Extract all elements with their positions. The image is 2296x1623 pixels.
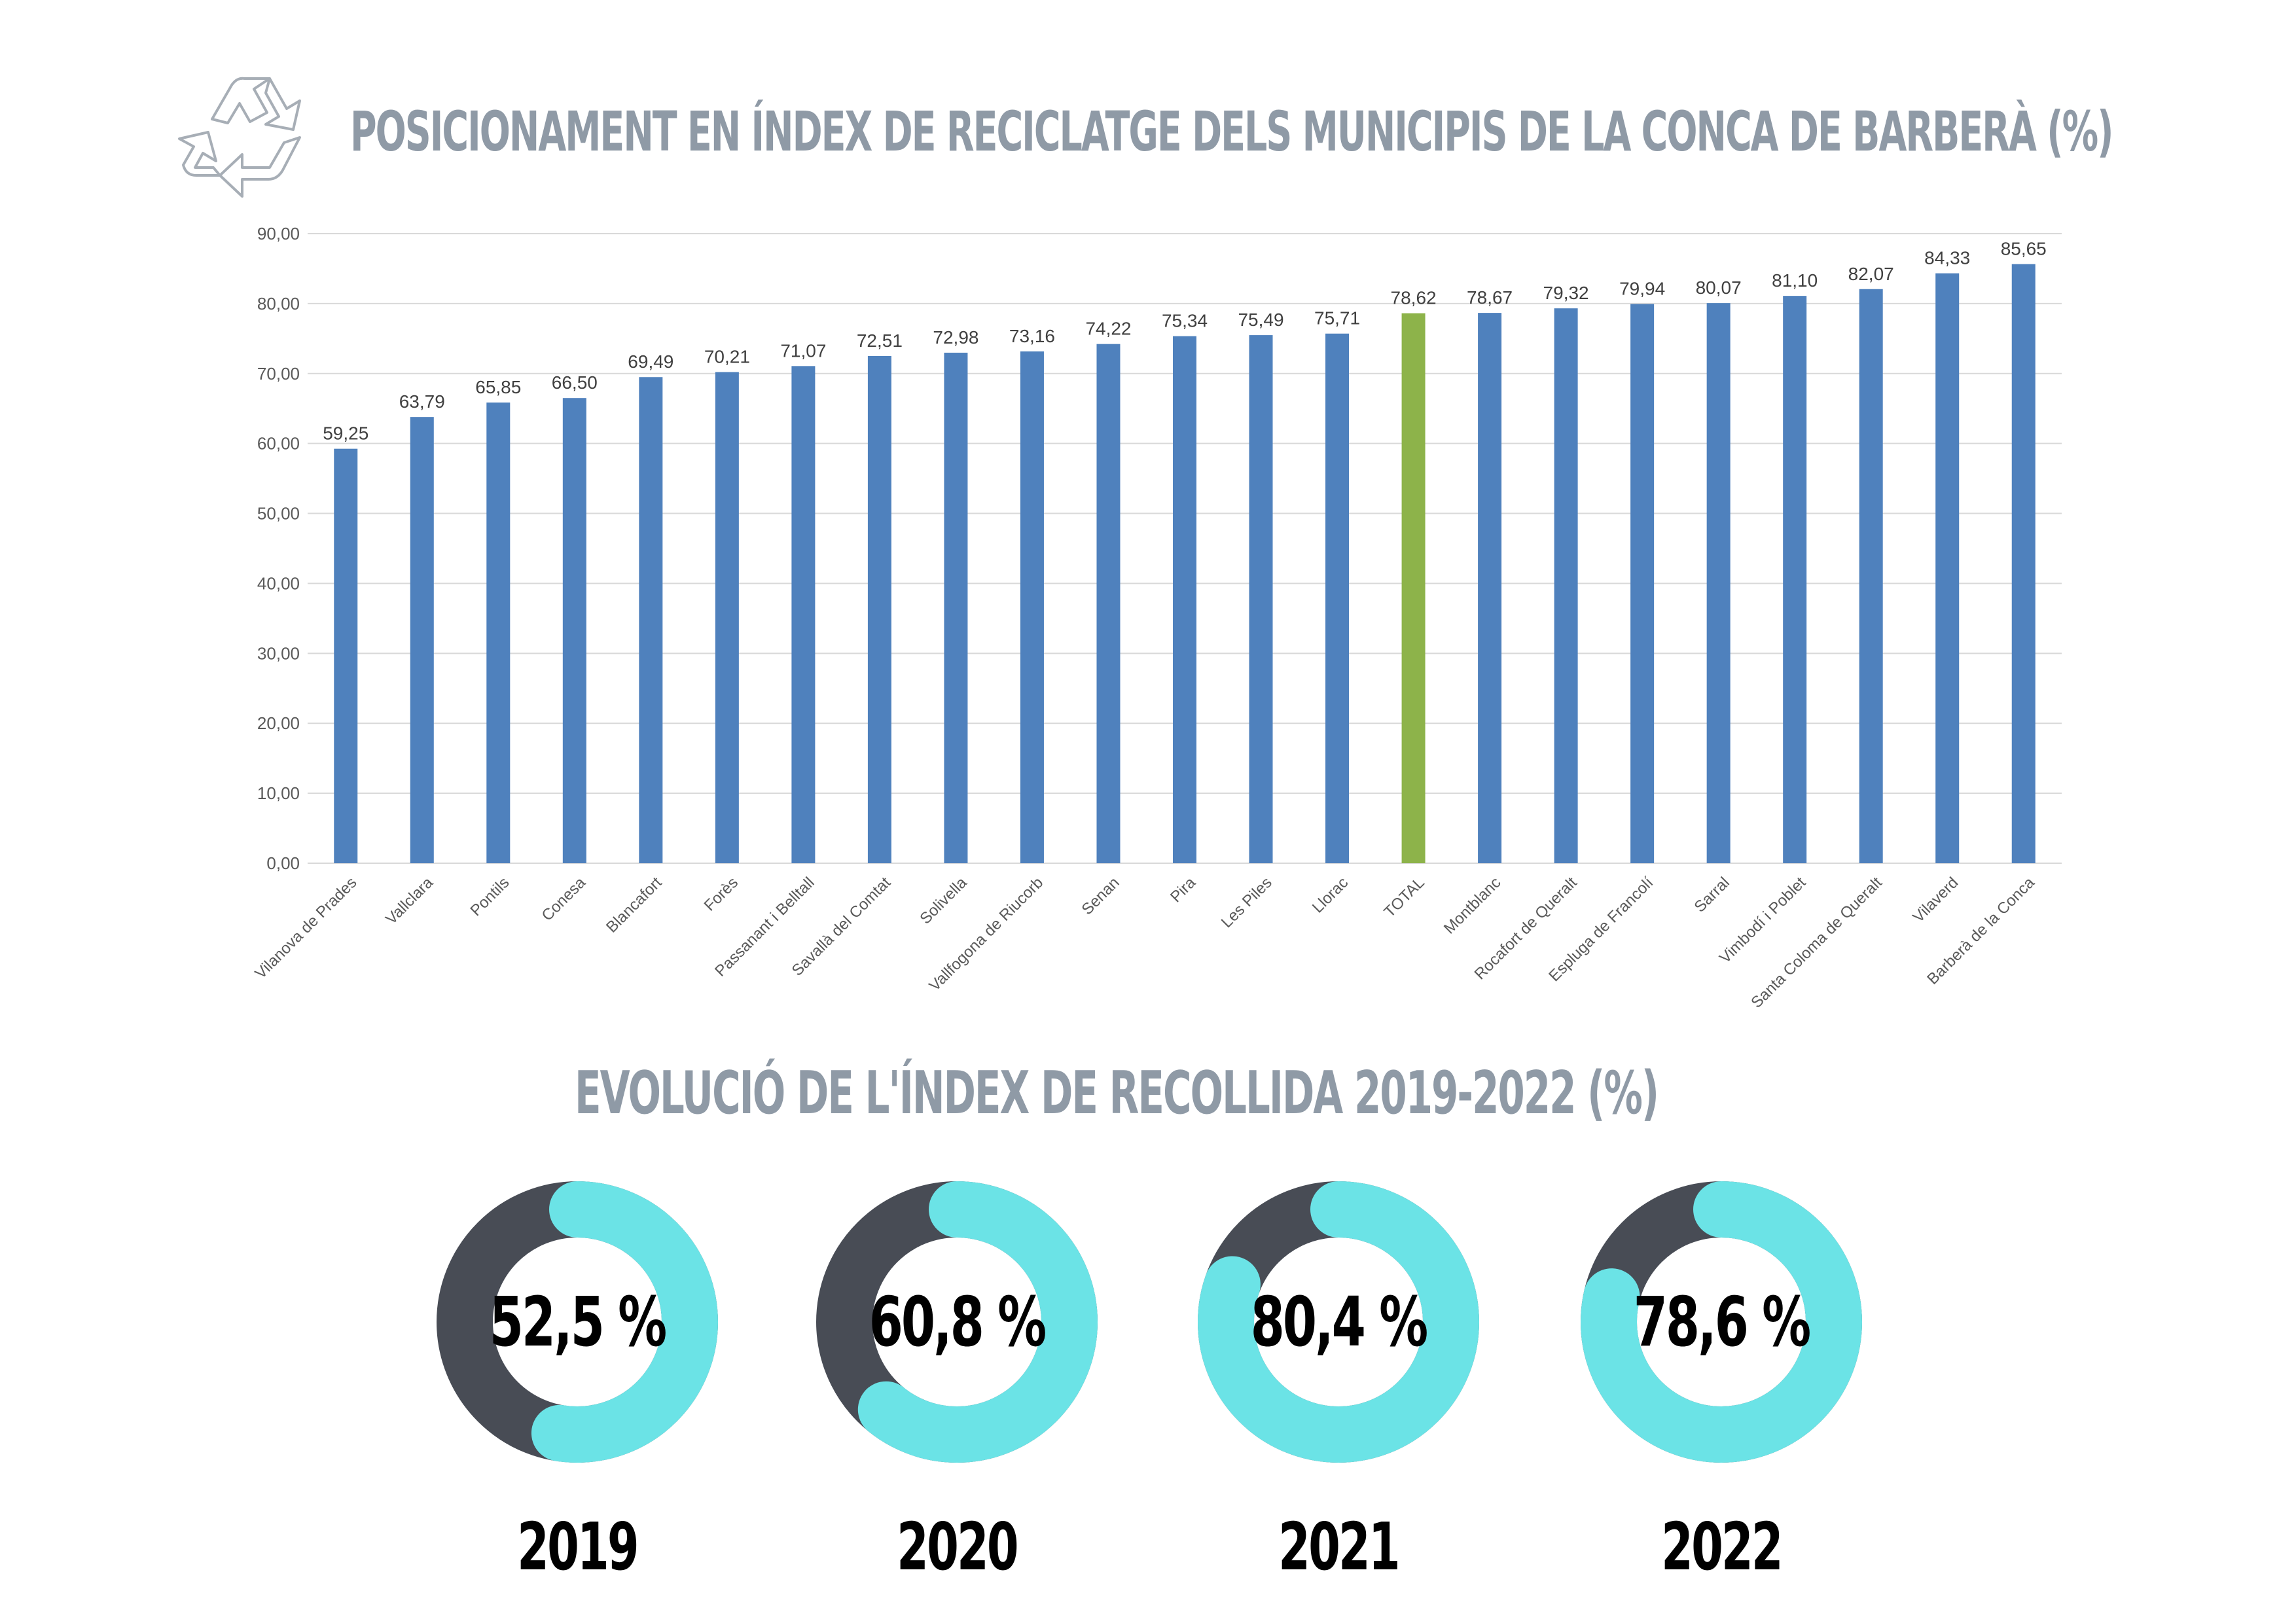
donut-value-arc [816,1181,1098,1463]
y-tick-label: 80,00 [257,294,300,313]
y-tick-label: 70,00 [257,364,300,383]
y-tick-label: 20,00 [257,713,300,733]
bar-value-label: 66,50 [552,372,598,393]
bar-value-label: 74,22 [1085,319,1131,339]
donut-value-arc [1581,1181,1862,1463]
bar [1249,335,1273,863]
bar-value-label: 65,85 [475,377,521,397]
bar [1554,308,1578,863]
bar [639,377,663,863]
y-tick-label: 10,00 [257,783,300,803]
x-category-label: Vilaverd [1909,874,1962,926]
donut-year-label: 2020 [897,1508,1018,1585]
bar-total [1401,313,1426,864]
x-category-label: Conesa [538,874,589,925]
x-category-label: Pontils [467,874,513,919]
bar [562,398,586,863]
x-category-label: Blancafort [603,874,666,936]
bar [334,448,358,863]
x-category-label: TOTAL [1381,874,1428,921]
bar-value-label: 72,51 [857,330,903,351]
donut-year-label: 2022 [1661,1508,1783,1585]
bar-chart: 0,00 10,00 20,00 30,00 40,00 50,00 60,00 70,00 8… [252,224,2062,1012]
x-category-label: Vilanova de Prades [252,874,361,982]
bar [944,352,968,863]
bar [1783,296,1807,863]
donut-section-title: EVOLUCIÓ DE L'ÍNDEX DE RECOLLIDA 2019-20… [575,1059,1659,1128]
bar [1478,313,1502,863]
x-category-label: Senan [1079,874,1123,918]
bar [1173,336,1196,863]
bar [1935,273,1960,864]
y-tick-label: 30,00 [257,643,300,663]
bar-value-label: 78,67 [1467,287,1513,308]
y-tick-label: 0,00 [266,853,300,873]
x-category-label: Vallclara [382,874,437,928]
donut-value-arc [437,1181,718,1463]
bar-value-label: 59,25 [323,423,368,444]
recycle-icon [178,77,301,198]
bar [410,417,434,863]
donut-percentage: 52,5 % [489,1282,667,1362]
bar-value-label: 75,34 [1162,311,1208,331]
donut-value-arc [1198,1181,1479,1463]
bar [867,355,891,863]
bar-value-label: 79,94 [1619,279,1665,299]
bar-value-label: 81,10 [1772,270,1818,291]
donut-percentage: 60,8 % [869,1282,1047,1362]
x-category-label: Llorac [1309,874,1352,916]
donut-chart: 80,4 % 2021 [1194,1178,1482,1585]
bar-value-label: 85,65 [2001,238,2047,259]
bar-value-label: 70,21 [704,347,750,367]
bar [1325,333,1350,863]
donut-percentage: 80,4 % [1250,1282,1428,1362]
bar [1096,344,1121,863]
bar-value-label: 75,49 [1238,310,1283,330]
y-tick-label: 40,00 [257,573,300,593]
bar-value-label: 63,79 [399,391,445,412]
bar [715,372,739,863]
y-tick-label: 90,00 [257,224,300,243]
chart-title: POSICIONAMENT EN ÍNDEX DE RECICLATGE DEL… [350,99,2113,164]
bar-value-label: 73,16 [1009,326,1055,346]
y-tick-label: 50,00 [257,504,300,524]
bar-value-label: 69,49 [628,351,673,372]
x-category-label: Les Piles [1218,874,1276,931]
x-category-label: Santa Coloma de Queralt [1748,874,1886,1012]
bar-value-label: 82,07 [1848,264,1894,284]
x-category-label: Montblanc [1441,874,1504,937]
bar [1706,303,1731,864]
x-category-label: Pira [1167,874,1200,906]
x-category-label: Forès [701,874,742,914]
bar-value-label: 84,33 [1924,248,1970,268]
donut-year-label: 2019 [517,1508,639,1585]
donut-year-label: 2021 [1278,1508,1400,1585]
bar-value-label: 79,32 [1543,283,1589,303]
donut-percentage: 78,6 % [1633,1282,1811,1362]
bar [1020,351,1044,863]
bar [1859,289,1883,863]
bar [1630,304,1655,863]
donut-chart: 60,8 % 2020 [813,1178,1101,1585]
bar-value-label: 72,98 [933,327,978,348]
bar [486,402,511,863]
bar [2011,264,2036,863]
bar [791,366,816,863]
bar-value-label: 75,71 [1314,308,1360,329]
x-category-label: Sarral [1691,874,1733,916]
x-category-label: Solivella [916,874,971,928]
y-tick-label: 60,00 [257,434,300,454]
bar-value-label: 78,62 [1391,288,1437,308]
donut-chart: 52,5 % 2019 [433,1178,721,1585]
bar-value-label: 71,07 [780,340,826,361]
donut-chart: 78,6 % 2022 [1577,1178,1865,1585]
bar-value-label: 80,07 [1696,277,1742,298]
